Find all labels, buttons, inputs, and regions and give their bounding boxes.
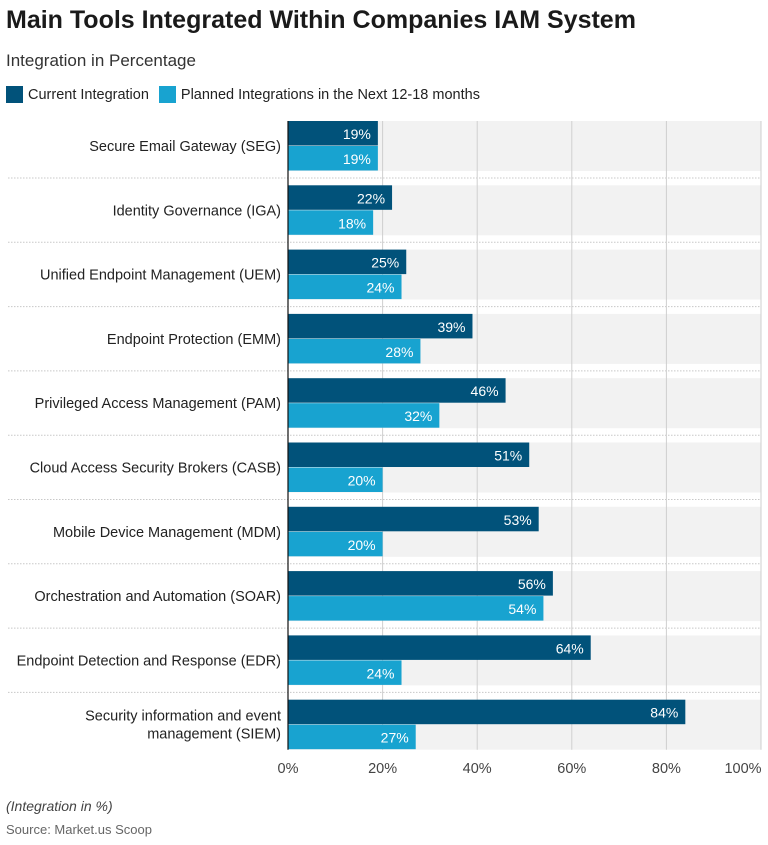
category-label: Secure Email Gateway (SEG) [89, 139, 281, 155]
data-label: 54% [508, 601, 536, 617]
category-label: Mobile Device Management (MDM) [53, 525, 281, 541]
bar-current [288, 506, 539, 532]
chart-title: Main Tools Integrated Within Companies I… [6, 6, 636, 34]
data-label: 28% [385, 344, 413, 360]
category-label: Endpoint Detection and Response (EDR) [17, 653, 281, 669]
legend-item-current: Current Integration [6, 86, 149, 103]
bar-planned [288, 274, 402, 300]
legend-label-current: Current Integration [28, 86, 149, 103]
bar-planned [288, 146, 378, 171]
x-tick-label: 60% [557, 761, 586, 777]
category-label: Security information and event [85, 709, 281, 725]
data-label: 20% [348, 537, 376, 553]
legend-label-planned: Planned Integrations in the Next 12-18 m… [180, 86, 480, 103]
bar-current [288, 571, 553, 596]
data-label: 24% [366, 665, 394, 681]
data-label: 25% [371, 255, 399, 271]
bar-current [288, 121, 378, 146]
x-tick-label: 100% [724, 761, 761, 777]
data-label: 51% [494, 448, 522, 464]
category-label: Orchestration and Automation (SOAR) [34, 589, 281, 605]
data-label: 84% [650, 705, 678, 721]
chart-subtitle: Integration in Percentage [6, 51, 196, 70]
data-label: 18% [338, 215, 366, 231]
data-label: 20% [348, 473, 376, 489]
bar-planned [288, 467, 383, 492]
data-label: 56% [518, 576, 546, 592]
bar-current [288, 249, 407, 275]
data-label: 46% [471, 383, 499, 399]
bar-planned [288, 724, 416, 750]
category-label: Unified Endpoint Management (UEM) [40, 268, 281, 284]
bar-current [288, 442, 530, 467]
data-label: 53% [504, 512, 532, 528]
data-label: 27% [381, 730, 409, 746]
bar-planned [288, 338, 421, 364]
bar-current [288, 313, 473, 339]
legend-item-planned: Planned Integrations in the Next 12-18 m… [158, 86, 480, 103]
x-tick-label: 0% [278, 761, 299, 777]
legend-swatch-current [6, 86, 23, 103]
data-label: 64% [556, 640, 584, 656]
bar-current [288, 699, 686, 725]
legend-swatch-planned [158, 86, 176, 103]
category-label: Privileged Access Management (PAM) [35, 396, 281, 412]
bar-planned [288, 403, 440, 428]
data-label: 32% [404, 408, 432, 424]
x-tick-label: 40% [463, 761, 492, 777]
data-label: 39% [437, 319, 465, 335]
bar-current [288, 635, 591, 660]
x-tick-label: 80% [652, 761, 681, 777]
category-label: Cloud Access Security Brokers (CASB) [30, 461, 281, 477]
bar-planned [288, 210, 374, 235]
data-label: 24% [366, 280, 394, 296]
data-label: 22% [357, 190, 385, 206]
category-label: management (SIEM) [147, 727, 281, 743]
bar-planned [288, 660, 402, 685]
chart-source: Source: Market.us Scoop [6, 822, 152, 837]
x-tick-label: 20% [368, 761, 397, 777]
category-label: Endpoint Protection (EMM) [107, 332, 281, 348]
bar-current [288, 185, 393, 210]
bar-planned [288, 531, 383, 557]
data-label: 19% [343, 151, 371, 167]
bar-planned [288, 596, 544, 621]
bar-current [288, 378, 506, 403]
legend: Current Integration Planned Integrations… [6, 86, 480, 103]
chart-note: (Integration in %) [6, 798, 113, 814]
data-label: 19% [343, 126, 371, 142]
category-label: Identity Governance (IGA) [113, 203, 281, 219]
